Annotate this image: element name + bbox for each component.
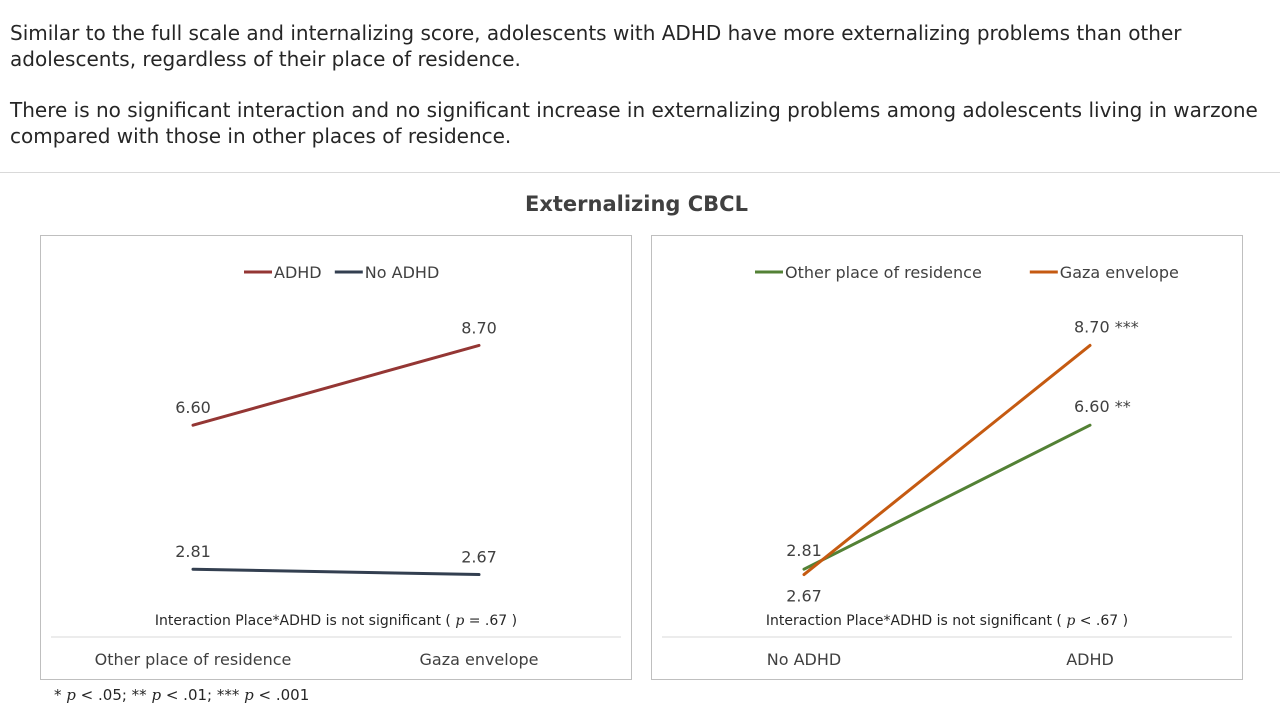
legend-label-0: Other place of residence xyxy=(785,263,982,282)
line-chart-place: ADHD No ADHD 6.60 8.70 2.81 2.67 Interaction P… xyxy=(51,263,621,669)
legend-label-0: ADHD xyxy=(274,263,322,282)
intro-paragraph-2: There is no significant interaction and … xyxy=(10,98,1258,148)
x-tick-label-1: ADHD xyxy=(1066,650,1114,669)
data-label-1-0: 2.67 xyxy=(786,587,822,606)
data-label-1-1: 8.70 *** xyxy=(1074,317,1139,336)
divider xyxy=(0,172,1280,173)
interaction-note: Interaction Place*ADHD is not significan… xyxy=(766,613,1128,629)
series-line-0 xyxy=(191,343,481,427)
series-line-1 xyxy=(191,567,481,577)
data-label-0-0: 6.60 xyxy=(175,398,211,417)
series-line-1 xyxy=(802,343,1092,577)
footnote-p2: p xyxy=(151,686,162,704)
series-line-0 xyxy=(802,423,1092,571)
chart-panel-adhd: Other place of residence Gaza envelope 2.8… xyxy=(651,235,1243,680)
x-tick-label-0: Other place of residence xyxy=(95,650,292,669)
interaction-note-value: < .67 ) xyxy=(1075,613,1128,629)
footnote-p3: p xyxy=(244,686,254,704)
intro-paragraph-1: Similar to the full scale and internaliz… xyxy=(10,21,1182,71)
footnote-lt01: < .01; *** xyxy=(165,686,245,704)
interaction-note: Interaction Place*ADHD is not significan… xyxy=(155,613,517,629)
legend-label-1: No ADHD xyxy=(365,263,439,282)
footnote-lt001: < .001 xyxy=(258,686,310,704)
intro-text: Similar to the full scale and internaliz… xyxy=(10,20,1270,174)
significance-footnote: * p < .05; ** p < .01; *** p < .001 xyxy=(54,686,309,704)
data-label-1-0: 2.81 xyxy=(175,542,211,561)
interaction-note-value: = .67 ) xyxy=(464,613,517,629)
interaction-note-text: Interaction Place*ADHD is not significan… xyxy=(766,613,1066,629)
interaction-note-text: Interaction Place*ADHD is not significan… xyxy=(155,613,455,629)
interaction-note-p: p xyxy=(455,613,464,629)
footnote-lt05: < .05; ** xyxy=(80,686,152,704)
chart-panel-place: ADHD No ADHD 6.60 8.70 2.81 2.67 Interaction P… xyxy=(40,235,632,680)
x-tick-label-1: Gaza envelope xyxy=(419,650,538,669)
x-tick-label-0: No ADHD xyxy=(767,650,841,669)
data-label-1-1: 2.67 xyxy=(461,548,497,567)
legend-label-1: Gaza envelope xyxy=(1060,263,1179,282)
footnote-star1: * xyxy=(54,686,67,704)
chart-title: Externalizing CBCL xyxy=(525,192,748,216)
data-label-0-1: 8.70 xyxy=(461,318,497,337)
line-chart-adhd: Other place of residence Gaza envelope 2.8… xyxy=(662,263,1232,669)
interaction-note-p: p xyxy=(1066,613,1075,629)
footnote-p1: p xyxy=(66,686,76,704)
data-label-0-1: 6.60 ** xyxy=(1074,397,1131,416)
data-label-0-0: 2.81 xyxy=(786,541,822,560)
